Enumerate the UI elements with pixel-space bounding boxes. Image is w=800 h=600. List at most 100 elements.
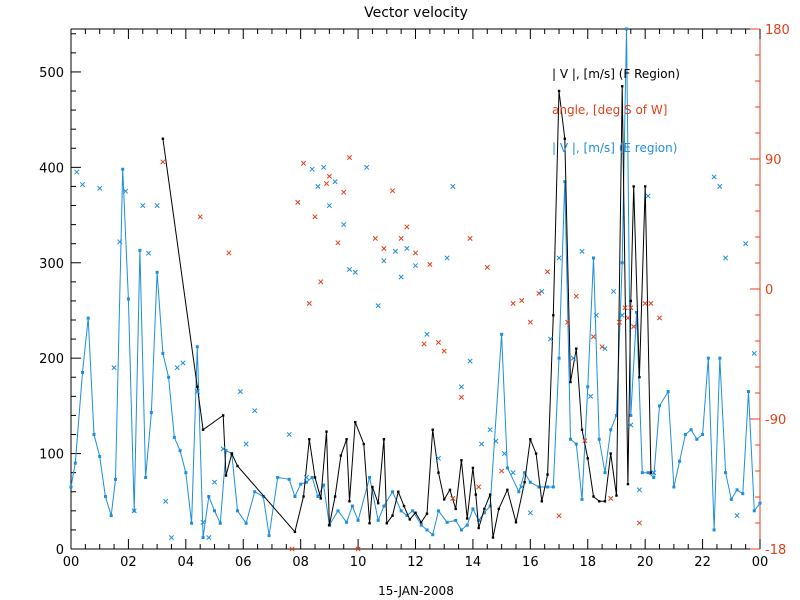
data-point-x (421, 341, 427, 347)
data-point-square (391, 490, 395, 494)
data-point-square (701, 433, 705, 437)
data-point-square (718, 356, 722, 360)
data-point-x (372, 235, 378, 241)
data-point-x (527, 510, 533, 516)
data-point-x (602, 346, 608, 352)
data-point-dot (638, 376, 641, 379)
data-point-dot (325, 430, 328, 433)
data-point-square (86, 316, 90, 320)
data-point-x (197, 214, 203, 220)
data-point-square (276, 475, 280, 479)
data-point-x (306, 300, 312, 306)
data-point-x (545, 269, 551, 275)
data-point-x (154, 202, 160, 209)
data-point-square (310, 475, 314, 479)
data-point-square (155, 270, 159, 274)
data-point-x (346, 266, 353, 272)
data-point-x (163, 498, 169, 504)
data-point-dot (603, 500, 607, 503)
data-point-square (92, 433, 96, 437)
data-point-x (237, 389, 243, 395)
data-point-dot (474, 493, 477, 496)
data-point-x (458, 384, 464, 390)
data-point-dot (471, 466, 475, 470)
data-point-square (735, 488, 739, 492)
x-tick-label: 22 (694, 555, 711, 570)
data-point-dot (569, 380, 572, 384)
data-point-dot (354, 420, 357, 424)
data-point-square (603, 471, 607, 475)
data-point-square (672, 485, 676, 489)
data-point-x (565, 319, 571, 325)
data-point-square (299, 482, 303, 486)
data-point-square (98, 454, 102, 458)
data-point-square (109, 514, 113, 518)
data-point-square (207, 495, 211, 499)
data-point-dot (586, 457, 589, 460)
data-point-dot (382, 438, 386, 441)
data-point-x (321, 164, 327, 170)
x-tick-label: 00 (752, 555, 769, 570)
y2-tick-label: 0 (765, 283, 773, 298)
data-point-x (510, 300, 516, 306)
data-point-dot (397, 490, 400, 493)
data-point-x (435, 455, 442, 461)
data-point-x (628, 422, 634, 428)
data-point-dot (408, 518, 411, 521)
data-point-dot (371, 485, 374, 489)
data-point-x (631, 324, 637, 330)
data-point-x (619, 312, 625, 318)
data-point-x (478, 441, 485, 447)
data-point-x (651, 470, 657, 476)
data-point-dot (345, 438, 348, 441)
data-point-square (322, 483, 326, 487)
data-point-x (392, 248, 398, 254)
data-point-x (487, 427, 493, 433)
data-point-square (267, 534, 271, 538)
data-point-square (103, 495, 107, 499)
data-point-square (382, 504, 386, 508)
data-point-dot (236, 464, 239, 468)
data-point-square (431, 533, 435, 537)
x-tick-label: 06 (235, 555, 252, 570)
data-point-dot (431, 428, 434, 431)
data-point-dot (497, 507, 500, 511)
data-point-x (588, 393, 594, 399)
data-point-square (293, 495, 297, 499)
series-line (162, 86, 652, 538)
data-point-square (161, 351, 165, 355)
data-point-square (629, 413, 633, 417)
data-point-x (648, 300, 654, 306)
data-point-x (300, 160, 307, 166)
data-point-x (625, 315, 631, 321)
axes-frame: 00 02 04 06 08 10 12 14 16 18 20 22 0001002003004005… (39, 23, 790, 570)
data-point-x (519, 484, 525, 490)
data-point-square (345, 520, 349, 524)
data-point-square (368, 475, 372, 479)
data-point-dot (161, 137, 165, 140)
data-point-dot (376, 502, 380, 505)
y2-tick-label: -18 (765, 543, 786, 558)
data-point-dot (348, 500, 351, 503)
data-point-dot (308, 438, 311, 441)
data-point-dot (201, 428, 205, 431)
data-point-x (711, 174, 717, 180)
data-point-dot (313, 476, 317, 479)
data-point-x (556, 255, 562, 261)
data-point-dot (534, 452, 538, 455)
data-point-x (398, 274, 404, 280)
data-point-dot (391, 514, 394, 517)
data-point-x (556, 513, 562, 519)
data-point-square (609, 428, 613, 432)
data-point-square (551, 485, 555, 489)
data-point-dot (514, 521, 518, 524)
data-point-square (712, 528, 716, 532)
data-point-x (243, 441, 249, 447)
data-point-x (734, 513, 740, 519)
data-point-x (220, 446, 226, 452)
data-point-dot (621, 85, 624, 88)
data-point-square (411, 509, 415, 513)
data-point-square (747, 390, 751, 394)
data-point-square (80, 370, 84, 374)
data-point-dot (414, 511, 417, 514)
